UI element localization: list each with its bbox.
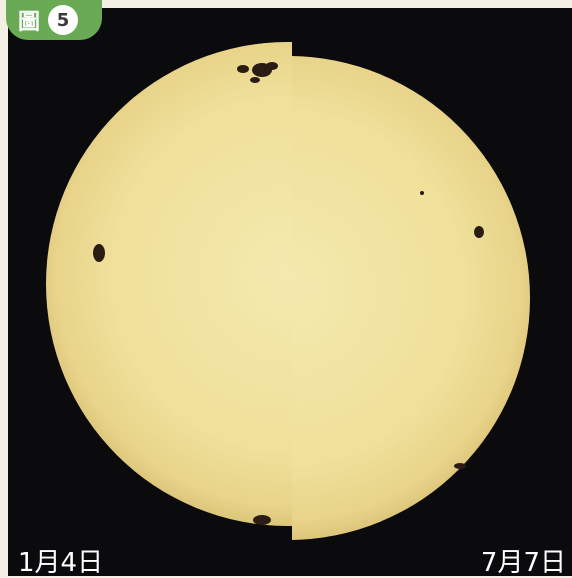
sun-right-half xyxy=(292,56,530,540)
caption-right-date: 7月7日 xyxy=(480,548,566,578)
sun-left-half xyxy=(46,42,292,526)
caption-left-date: 1月4日 xyxy=(18,548,104,578)
sunspot xyxy=(266,62,278,70)
sunspot xyxy=(474,226,484,238)
sunspot xyxy=(454,463,466,469)
sunspot xyxy=(237,65,249,73)
sunspot xyxy=(420,191,424,195)
sunspot xyxy=(253,515,271,525)
sunspot xyxy=(250,77,260,83)
figure-number: 5 xyxy=(48,5,79,35)
sunspot xyxy=(93,244,105,262)
figure-badge: 圖 5 xyxy=(6,0,102,40)
figure-label: 圖 xyxy=(18,10,41,35)
sunspots xyxy=(93,62,484,525)
